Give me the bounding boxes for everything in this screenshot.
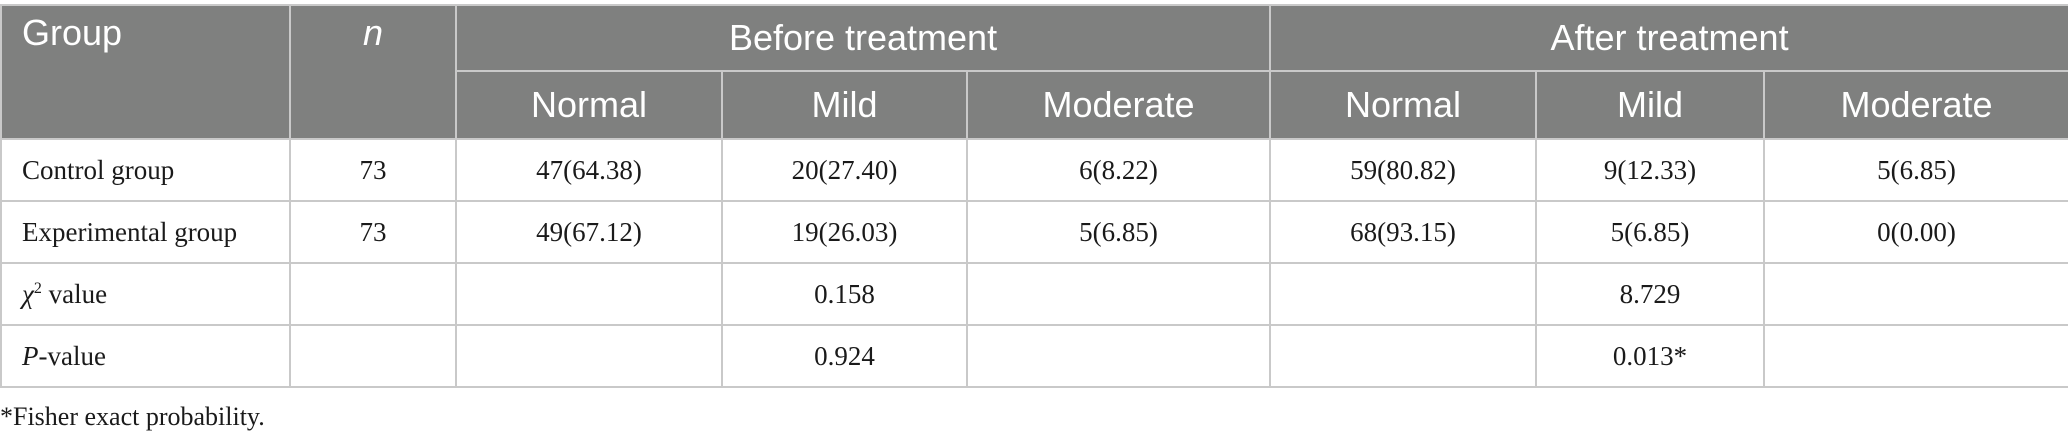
chi-square-before: 0.158 xyxy=(721,262,968,326)
p-symbol: P xyxy=(22,340,39,371)
header-row-top: Group n Before treatment After treatment xyxy=(0,4,2068,140)
p-label-text: -value xyxy=(38,340,106,371)
table-cell-empty xyxy=(1269,262,1538,326)
table-row-p-value: P-value 0.924 0.013* xyxy=(0,324,2068,388)
header-before-mild: Mild xyxy=(721,70,968,140)
table-cell: 19(26.03) xyxy=(721,200,968,264)
row-n: 73 xyxy=(289,138,457,202)
table-cell: 5(6.85) xyxy=(1763,138,2068,202)
header-after-moderate: Moderate xyxy=(1763,70,2068,140)
table-cell: 9(12.33) xyxy=(1535,138,1766,202)
row-n: 73 xyxy=(289,200,457,264)
p-value-after: 0.013* xyxy=(1535,324,1766,388)
table-cell-empty xyxy=(1763,324,2068,388)
chi-symbol: χ xyxy=(22,278,34,309)
header-after-treatment: After treatment xyxy=(1269,4,2068,72)
header-before-moderate: Moderate xyxy=(965,70,1272,140)
table-cell-empty xyxy=(965,262,1272,326)
header-group: Group xyxy=(0,4,291,140)
p-value-before: 0.924 xyxy=(721,324,968,388)
chi-square-after: 8.729 xyxy=(1535,262,1766,326)
table-cell: 5(6.85) xyxy=(965,200,1272,264)
table-row-control: Control group 73 47(64.38) 20(27.40) 6(8… xyxy=(0,138,2068,202)
table-cell-empty xyxy=(1269,324,1538,388)
table-cell: 20(27.40) xyxy=(721,138,968,202)
chi-square-label: χ2 value xyxy=(0,262,291,326)
table-cell: 59(80.82) xyxy=(1269,138,1538,202)
table-cell: 49(67.12) xyxy=(455,200,723,264)
table-cell: 0(0.00) xyxy=(1763,200,2068,264)
table-cell-empty xyxy=(289,324,457,388)
table-cell: 5(6.85) xyxy=(1535,200,1766,264)
header-before-treatment: Before treatment xyxy=(454,4,1272,72)
header-row-sub: Normal Mild Moderate Normal Mild Moderat… xyxy=(1,70,2068,140)
table-row-chi-square: χ2 value 0.158 8.729 xyxy=(0,262,2068,326)
table-cell-empty xyxy=(455,324,723,388)
results-table: Group n Before treatment After treatment… xyxy=(0,4,2068,388)
header-after-mild: Mild xyxy=(1535,70,1766,140)
table-cell-empty xyxy=(289,262,457,326)
row-label: Control group xyxy=(0,138,291,202)
header-before-normal: Normal xyxy=(455,70,723,140)
table-cell: 47(64.38) xyxy=(455,138,723,202)
table-footnote: *Fisher exact probability. xyxy=(0,402,265,431)
chi-label-text: value xyxy=(41,278,108,309)
table-cell-empty xyxy=(965,324,1272,388)
chi-superscript: 2 xyxy=(33,279,42,297)
table-cell-empty xyxy=(1763,262,2068,326)
header-after-normal: Normal xyxy=(1269,70,1538,140)
row-label: Experimental group xyxy=(0,200,291,264)
table-row-experimental: Experimental group 73 49(67.12) 19(26.03… xyxy=(0,200,2068,264)
p-value-label: P-value xyxy=(0,324,291,388)
header-n: n xyxy=(289,4,457,140)
table-cell: 68(93.15) xyxy=(1269,200,1538,264)
table-cell-empty xyxy=(455,262,723,326)
table-cell: 6(8.22) xyxy=(965,138,1272,202)
